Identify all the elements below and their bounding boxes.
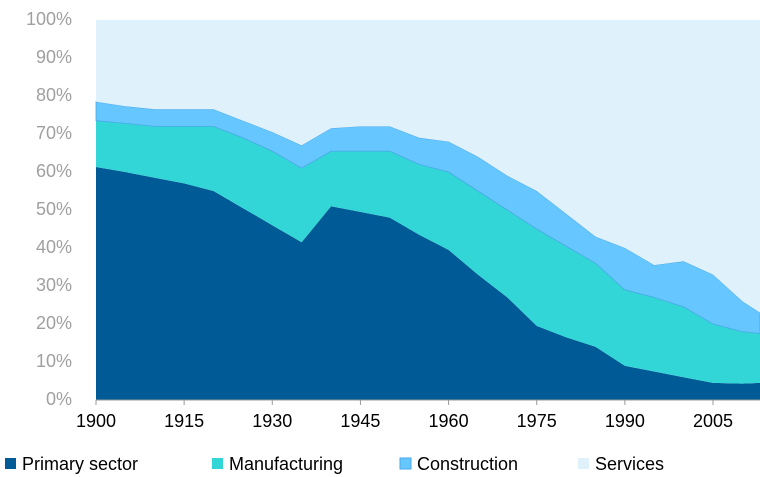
legend-label: Construction xyxy=(417,454,518,474)
y-tick-label: 50% xyxy=(36,199,72,219)
y-tick-label: 100% xyxy=(26,9,72,29)
y-tick-label: 10% xyxy=(36,351,72,371)
legend-swatch xyxy=(212,458,223,469)
legend-swatch xyxy=(399,457,412,470)
legend-label: Services xyxy=(595,454,664,474)
y-tick-label: 60% xyxy=(36,161,72,181)
x-tick-label: 2005 xyxy=(693,411,733,431)
y-tick-label: 70% xyxy=(36,123,72,143)
x-tick-label: 1960 xyxy=(429,411,469,431)
area xyxy=(96,120,760,384)
area xyxy=(96,167,760,400)
x-tick-label: 1900 xyxy=(76,411,116,431)
y-tick-label: 80% xyxy=(36,85,72,105)
y-tick-label: 90% xyxy=(36,47,72,67)
x-tick-label: 1930 xyxy=(252,411,292,431)
x-tick-label: 1945 xyxy=(340,411,380,431)
area xyxy=(96,20,760,313)
legend-swatch xyxy=(578,458,589,469)
legend-label: Primary sector xyxy=(22,454,138,474)
y-tick-label: 20% xyxy=(36,313,72,333)
legend-swatch xyxy=(5,458,16,469)
x-tick-label: 1915 xyxy=(164,411,204,431)
y-tick-label: 0% xyxy=(46,389,72,409)
x-tick-label: 1990 xyxy=(605,411,645,431)
legend-label: Manufacturing xyxy=(229,454,343,474)
y-tick-label: 30% xyxy=(36,275,72,295)
x-tick-label: 1975 xyxy=(517,411,557,431)
y-tick-label: 40% xyxy=(36,237,72,257)
